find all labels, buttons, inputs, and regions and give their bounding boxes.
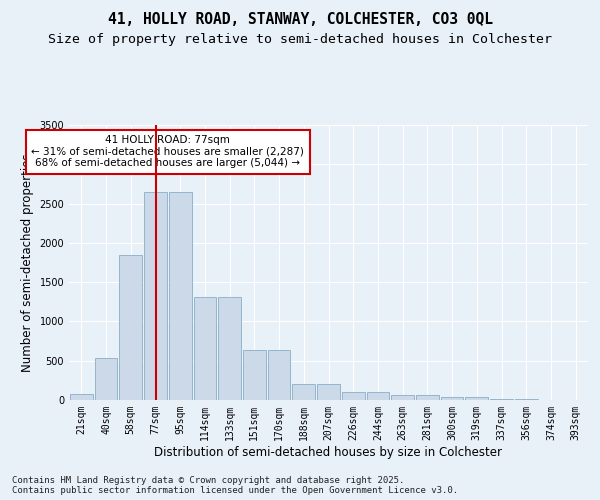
Bar — [416, 396, 439, 400]
Bar — [243, 350, 266, 400]
Bar — [490, 399, 513, 400]
Bar — [391, 396, 414, 400]
Text: Size of property relative to semi-detached houses in Colchester: Size of property relative to semi-detach… — [48, 32, 552, 46]
Bar — [169, 192, 191, 400]
Bar — [515, 399, 538, 400]
Bar — [144, 192, 167, 400]
Bar — [119, 256, 142, 400]
Bar — [70, 394, 93, 400]
Bar — [194, 297, 216, 400]
Bar — [268, 350, 290, 400]
Bar — [367, 392, 389, 400]
Bar — [466, 397, 488, 400]
Text: Contains HM Land Registry data © Crown copyright and database right 2025.
Contai: Contains HM Land Registry data © Crown c… — [12, 476, 458, 495]
Bar — [441, 397, 463, 400]
Bar — [218, 297, 241, 400]
Text: 41, HOLLY ROAD, STANWAY, COLCHESTER, CO3 0QL: 41, HOLLY ROAD, STANWAY, COLCHESTER, CO3… — [107, 12, 493, 28]
Bar — [317, 384, 340, 400]
Y-axis label: Number of semi-detached properties: Number of semi-detached properties — [21, 153, 34, 372]
Bar — [95, 358, 118, 400]
Bar — [342, 392, 365, 400]
Bar — [292, 384, 315, 400]
X-axis label: Distribution of semi-detached houses by size in Colchester: Distribution of semi-detached houses by … — [155, 446, 503, 458]
Text: 41 HOLLY ROAD: 77sqm
← 31% of semi-detached houses are smaller (2,287)
68% of se: 41 HOLLY ROAD: 77sqm ← 31% of semi-detac… — [31, 135, 304, 168]
